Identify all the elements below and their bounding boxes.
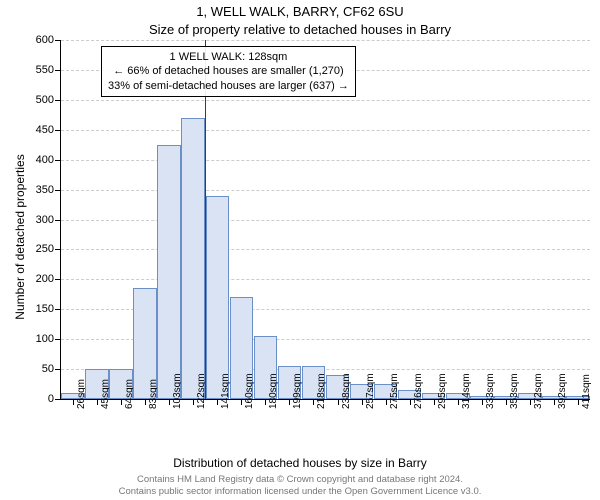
x-tick	[289, 399, 290, 405]
gridline	[61, 100, 590, 101]
gridline	[61, 160, 590, 161]
x-tick	[578, 399, 579, 405]
x-tick	[530, 399, 531, 405]
y-tick	[55, 190, 61, 191]
gridline	[61, 190, 590, 191]
credit-text: Contains HM Land Registry data © Crown c…	[0, 474, 600, 497]
chart-title-line1: 1, WELL WALK, BARRY, CF62 6SU	[0, 4, 600, 19]
x-tick	[362, 399, 363, 405]
y-tick-label: 50	[14, 363, 54, 375]
histogram-bar	[157, 145, 181, 399]
y-tick-label: 400	[14, 154, 54, 166]
y-tick-label: 0	[14, 393, 54, 405]
annotation-line2: ← 66% of detached houses are smaller (1,…	[108, 64, 349, 78]
y-tick	[55, 249, 61, 250]
y-tick-label: 250	[14, 243, 54, 255]
x-tick-label: 372sqm	[533, 373, 544, 409]
y-tick-label: 450	[14, 124, 54, 136]
x-tick	[458, 399, 459, 405]
y-tick-label: 600	[14, 34, 54, 46]
x-tick	[241, 399, 242, 405]
x-tick-label: 333sqm	[485, 373, 496, 409]
x-tick	[506, 399, 507, 405]
y-tick-label: 500	[14, 94, 54, 106]
x-tick-label: 392sqm	[557, 373, 568, 409]
y-tick-label: 550	[14, 64, 54, 76]
x-tick	[121, 399, 122, 405]
credit-line2: Contains public sector information licen…	[119, 486, 482, 497]
y-tick	[55, 40, 61, 41]
x-tick	[193, 399, 194, 405]
x-tick	[313, 399, 314, 405]
x-tick	[97, 399, 98, 405]
x-tick-label: 353sqm	[509, 373, 520, 409]
x-tick	[145, 399, 146, 405]
y-tick	[55, 220, 61, 221]
y-tick-label: 100	[14, 333, 54, 345]
annotation-line3: 33% of semi-detached houses are larger (…	[108, 79, 349, 93]
gridline	[61, 249, 590, 250]
y-tick-label: 300	[14, 214, 54, 226]
gridline	[61, 220, 590, 221]
y-tick-label: 200	[14, 273, 54, 285]
x-tick	[554, 399, 555, 405]
y-tick	[55, 130, 61, 131]
gridline	[61, 40, 590, 41]
y-tick	[55, 399, 61, 400]
y-tick	[55, 309, 61, 310]
y-tick-label: 150	[14, 303, 54, 315]
y-tick	[55, 279, 61, 280]
x-tick	[169, 399, 170, 405]
histogram-bar	[206, 196, 230, 399]
annotation-box: 1 WELL WALK: 128sqm ← 66% of detached ho…	[101, 46, 356, 97]
x-tick-label: 295sqm	[437, 373, 448, 409]
x-tick	[386, 399, 387, 405]
y-tick	[55, 160, 61, 161]
x-tick	[410, 399, 411, 405]
histogram-bar	[181, 118, 205, 399]
x-tick	[434, 399, 435, 405]
x-tick	[73, 399, 74, 405]
x-tick	[217, 399, 218, 405]
y-tick	[55, 339, 61, 340]
x-tick	[338, 399, 339, 405]
y-tick	[55, 70, 61, 71]
x-tick-label: 411sqm	[581, 374, 592, 409]
y-tick-label: 350	[14, 184, 54, 196]
credit-line1: Contains HM Land Registry data © Crown c…	[137, 474, 463, 485]
chart-container: 1, WELL WALK, BARRY, CF62 6SU Size of pr…	[0, 0, 600, 500]
chart-title-line2: Size of property relative to detached ho…	[0, 22, 600, 37]
x-tick	[482, 399, 483, 405]
gridline	[61, 279, 590, 280]
y-tick	[55, 100, 61, 101]
x-tick-label: 314sqm	[461, 373, 472, 409]
x-tick-label: 276sqm	[413, 373, 424, 409]
x-axis-label: Distribution of detached houses by size …	[0, 456, 600, 470]
y-tick	[55, 369, 61, 370]
annotation-line1: 1 WELL WALK: 128sqm	[108, 50, 349, 64]
x-tick	[265, 399, 266, 405]
plot-area: 05010015020025030035040045050055060026sq…	[60, 40, 590, 400]
gridline	[61, 130, 590, 131]
